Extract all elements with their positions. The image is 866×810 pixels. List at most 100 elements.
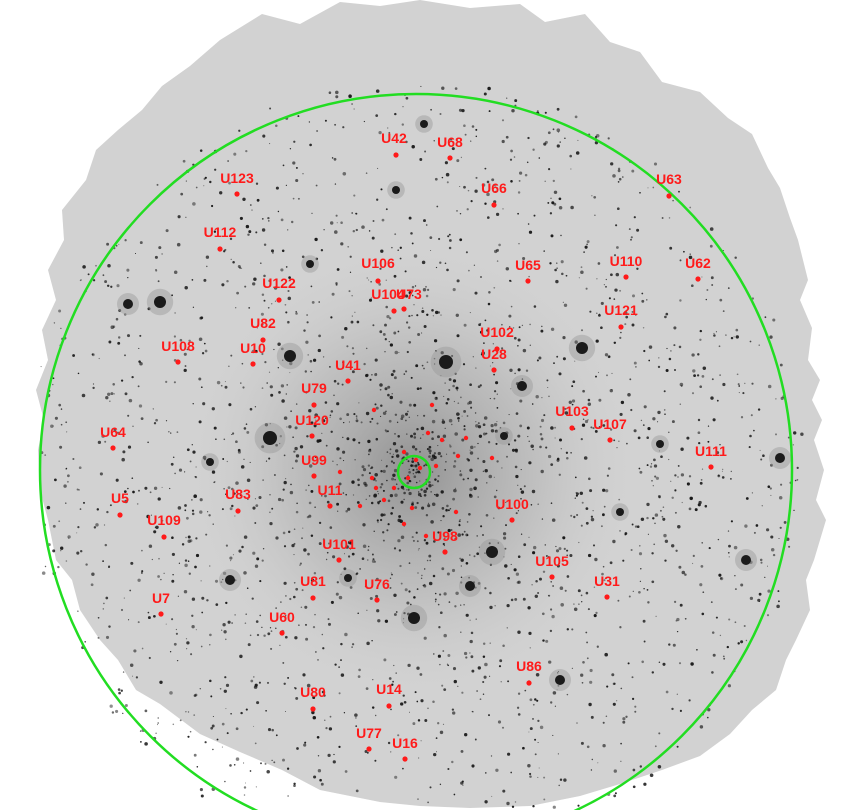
star	[428, 480, 431, 484]
star	[586, 641, 589, 644]
star	[646, 502, 650, 507]
star	[351, 347, 355, 350]
star	[137, 385, 140, 388]
star	[411, 285, 415, 289]
star	[304, 605, 308, 609]
star	[60, 550, 62, 552]
star	[352, 352, 355, 355]
star	[362, 523, 366, 527]
star	[402, 488, 405, 491]
source-dot	[311, 473, 317, 479]
star	[395, 611, 398, 613]
star	[60, 546, 64, 550]
star	[306, 435, 309, 438]
star	[256, 198, 260, 202]
star	[376, 422, 379, 425]
star	[640, 517, 645, 522]
star	[702, 591, 705, 594]
star	[548, 168, 551, 171]
star	[489, 398, 491, 400]
star	[671, 496, 674, 500]
star	[608, 297, 611, 300]
star	[349, 542, 353, 545]
star	[391, 455, 394, 459]
star	[441, 567, 445, 571]
star	[269, 494, 271, 496]
star	[710, 276, 714, 280]
star	[769, 335, 773, 339]
star	[244, 622, 247, 624]
star	[367, 549, 370, 551]
star	[268, 371, 271, 373]
star	[764, 576, 766, 579]
star	[411, 536, 414, 539]
star	[235, 481, 239, 485]
star	[431, 471, 434, 473]
star	[529, 323, 531, 326]
source-label: U101	[322, 536, 356, 552]
star	[444, 382, 446, 384]
star	[517, 630, 521, 634]
star	[105, 596, 109, 600]
star	[734, 621, 737, 624]
star	[427, 801, 430, 804]
star	[476, 552, 480, 556]
star	[631, 697, 635, 701]
star	[206, 265, 208, 268]
star	[639, 580, 642, 583]
star	[391, 477, 395, 481]
star	[254, 349, 258, 354]
star	[410, 434, 413, 438]
star	[759, 558, 763, 562]
star	[711, 671, 714, 674]
star	[350, 320, 354, 324]
star	[144, 486, 148, 490]
star	[550, 426, 554, 430]
star	[475, 618, 477, 620]
star	[239, 494, 242, 497]
star	[321, 690, 325, 694]
bright-star	[420, 120, 428, 128]
star	[453, 400, 456, 403]
source-marker-u79: U79	[301, 380, 327, 408]
star	[612, 174, 616, 178]
star	[352, 494, 355, 496]
source-label: U10	[240, 340, 266, 356]
star	[201, 352, 205, 355]
star	[674, 474, 677, 477]
star	[619, 336, 622, 339]
star	[230, 712, 232, 715]
star	[227, 486, 231, 490]
star	[636, 228, 640, 232]
star	[471, 710, 474, 713]
star	[571, 399, 576, 403]
star	[658, 450, 661, 452]
star	[263, 634, 266, 637]
star	[436, 480, 440, 483]
star	[251, 209, 253, 211]
star	[585, 521, 589, 525]
star	[269, 107, 272, 110]
star	[500, 681, 502, 683]
star	[458, 420, 460, 422]
source-label: U68	[437, 134, 463, 150]
star	[666, 347, 668, 350]
star	[548, 594, 551, 597]
star	[448, 246, 452, 250]
star	[699, 481, 703, 485]
star	[738, 385, 741, 387]
star	[434, 592, 437, 595]
star	[401, 123, 404, 126]
star	[76, 551, 80, 555]
star	[659, 509, 662, 512]
star	[322, 647, 325, 650]
star	[372, 324, 375, 327]
star	[607, 355, 611, 359]
star	[223, 630, 227, 634]
star	[275, 607, 277, 609]
source-marker-u28: U28	[481, 346, 507, 373]
star	[54, 416, 58, 420]
star	[246, 430, 250, 434]
star	[220, 384, 223, 387]
star	[384, 619, 389, 623]
